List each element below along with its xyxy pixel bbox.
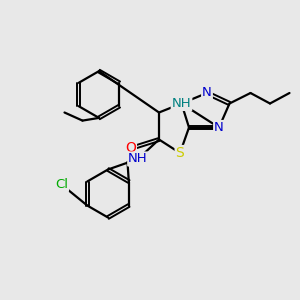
Text: NH: NH bbox=[128, 152, 148, 166]
Text: O: O bbox=[125, 142, 136, 155]
Text: N: N bbox=[202, 86, 212, 100]
Text: NH: NH bbox=[172, 97, 191, 110]
Text: N: N bbox=[214, 121, 224, 134]
Text: S: S bbox=[176, 146, 184, 160]
Text: Cl: Cl bbox=[55, 178, 68, 191]
